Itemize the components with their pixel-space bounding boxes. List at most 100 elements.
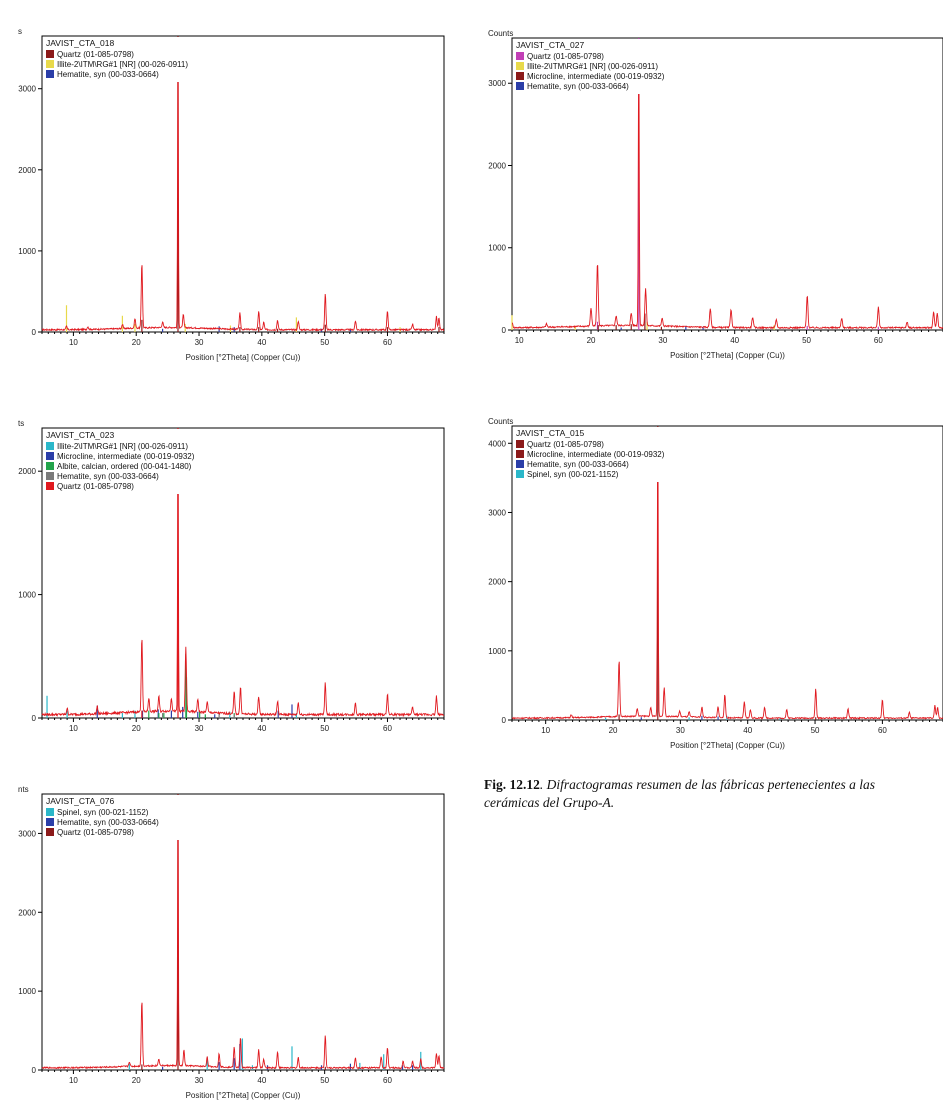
y-tick-label: 2000 [18, 467, 36, 476]
x-tick-label: 60 [383, 338, 392, 347]
y-tick-label: 4000 [488, 439, 506, 448]
diffractogram-cta-015: Counts 0 1000 2000 3000 4000 10 20 30 40 50 60 Posit… [466, 398, 943, 770]
legend-box [43, 429, 223, 494]
legend-swatch [46, 808, 54, 816]
legend-label: Microcline, intermediate (00-019-0932) [527, 450, 665, 459]
legend-swatch [46, 482, 54, 490]
legend-swatch [516, 72, 524, 80]
legend-swatch [46, 442, 54, 450]
legend-swatch [46, 60, 54, 68]
diffractogram-cta-076: nts 0 1000 2000 3000 10 20 30 40 50 60 Position [°2… [0, 750, 470, 1120]
legend-label: Spinel, syn (00-021-1152) [57, 808, 149, 817]
legend-swatch [516, 460, 524, 468]
x-axis-title: Position [°2Theta] (Copper (Cu)) [186, 353, 301, 362]
diffractogram-cta-027: Counts 0 1000 2000 3000 10 20 30 40 50 60 Position … [466, 0, 943, 380]
x-tick-label: 10 [515, 336, 524, 345]
y-tick-label: 3000 [488, 508, 506, 517]
x-axis-title: Position [°2Theta] (Copper (Cu)) [670, 351, 785, 360]
x-tick-label: 60 [383, 724, 392, 733]
legend-label: Illite-2\ITM\RG#1 [NR] (00-026-0911) [57, 442, 188, 451]
legend-label: Albite, calcian, ordered (00-041-1480) [57, 462, 192, 471]
chart-cta-027-svg: Counts 0 1000 2000 3000 10 20 30 40 50 60 Position … [488, 29, 943, 360]
legend-label: Hematite, syn (00-033-0664) [57, 70, 159, 79]
x-tick-label: 40 [257, 1076, 266, 1085]
x-tick-label: 60 [874, 336, 883, 345]
legend-label: Hematite, syn (00-033-0664) [57, 472, 159, 481]
y-axis-label: Counts [488, 417, 513, 426]
x-tick-label: 20 [609, 726, 618, 735]
legend-label: Quartz (01-085-0798) [527, 52, 604, 61]
x-axis-title: Position [°2Theta] (Copper (Cu)) [186, 1091, 301, 1100]
y-tick-label: 1000 [18, 591, 36, 600]
legend-swatch [516, 470, 524, 478]
y-tick-label: 3000 [18, 829, 36, 838]
x-tick-label: 10 [541, 726, 550, 735]
measured-trace [511, 43, 943, 330]
y-tick-label: 0 [32, 1066, 37, 1075]
sample-title: JAVIST_CTA_023 [46, 430, 114, 440]
legend-swatch [516, 440, 524, 448]
chart-cta-023-svg: ts 0 1000 2000 10 20 30 40 50 60 JAVIST_CTA_023 Ill… [18, 419, 445, 733]
y-tick-label: 0 [32, 328, 37, 337]
measured-trace [41, 67, 445, 332]
legend-swatch [46, 452, 54, 460]
legend-box [43, 795, 223, 840]
x-tick-label: 40 [730, 336, 739, 345]
chart-cta-015-svg: Counts 0 1000 2000 3000 4000 10 20 30 40 50 60 Posit… [488, 417, 943, 750]
measured-trace [41, 822, 445, 1070]
legend-label: Spinel, syn (00-021-1152) [527, 470, 619, 479]
legend-swatch [46, 472, 54, 480]
chart-cta-018-svg: s 0 1000 2000 3000 10 20 30 40 50 60 Position [°2Th… [18, 27, 445, 362]
y-tick-label: 2000 [18, 908, 36, 917]
legend-swatch [46, 50, 54, 58]
sample-title: JAVIST_CTA_015 [516, 428, 584, 438]
sample-title: JAVIST_CTA_076 [46, 796, 114, 806]
legend-swatch [46, 70, 54, 78]
x-tick-label: 50 [802, 336, 811, 345]
y-tick-label: 0 [32, 714, 37, 723]
legend-label: Quartz (01-085-0798) [57, 482, 134, 491]
y-tick-label: 1000 [488, 647, 506, 656]
legend-label: Hematite, syn (00-033-0664) [57, 818, 159, 827]
legend-label: Illite-2\ITM\RG#1 [NR] (00-026-0911) [527, 62, 658, 71]
y-tick-label: 2000 [18, 166, 36, 175]
x-tick-label: 20 [132, 724, 141, 733]
diffractogram-cta-023: ts 0 1000 2000 10 20 30 40 50 60 JAVIST_CTA_023 Ill… [0, 398, 470, 738]
x-tick-label: 50 [320, 1076, 329, 1085]
sample-title: JAVIST_CTA_018 [46, 38, 114, 48]
y-tick-label: 2000 [488, 161, 506, 170]
sample-title: JAVIST_CTA_027 [516, 40, 584, 50]
legend-label: Hematite, syn (00-033-0664) [527, 460, 629, 469]
x-tick-label: 10 [69, 724, 78, 733]
figure-caption-text: . Difractogramas resumen de las fábricas… [484, 777, 875, 810]
y-tick-label: 3000 [18, 85, 36, 94]
x-tick-label: 40 [257, 724, 266, 733]
legend-label: Hematite, syn (00-033-0664) [527, 82, 629, 91]
legend-label: Quartz (01-085-0798) [57, 50, 134, 59]
x-tick-label: 30 [195, 1076, 204, 1085]
x-tick-label: 30 [658, 336, 667, 345]
legend-swatch [46, 818, 54, 826]
x-tick-label: 60 [878, 726, 887, 735]
legend-label: Microcline, intermediate (00-019-0932) [527, 72, 665, 81]
legend-swatch [516, 82, 524, 90]
legend-label: Quartz (01-085-0798) [57, 828, 134, 837]
x-tick-label: 20 [132, 1076, 141, 1085]
x-tick-label: 50 [320, 338, 329, 347]
legend-box [513, 39, 693, 94]
x-tick-label: 50 [320, 724, 329, 733]
measured-trace [41, 455, 445, 718]
x-tick-label: 20 [587, 336, 596, 345]
chart-cta-076-svg: nts 0 1000 2000 3000 10 20 30 40 50 60 Position [°2… [18, 785, 445, 1100]
y-axis-label: nts [18, 785, 29, 794]
x-tick-label: 10 [69, 338, 78, 347]
y-tick-label: 2000 [488, 578, 506, 587]
legend-label: Quartz (01-085-0798) [527, 440, 604, 449]
legend-swatch [516, 52, 524, 60]
y-axis-label: Counts [488, 29, 513, 38]
legend-label: Illite-2\ITM\RG#1 [NR] (00-026-0911) [57, 60, 188, 69]
figure-caption-label: Fig. 12.12 [484, 777, 540, 792]
legend-box [513, 427, 693, 482]
y-tick-label: 3000 [488, 79, 506, 88]
x-tick-label: 10 [69, 1076, 78, 1085]
